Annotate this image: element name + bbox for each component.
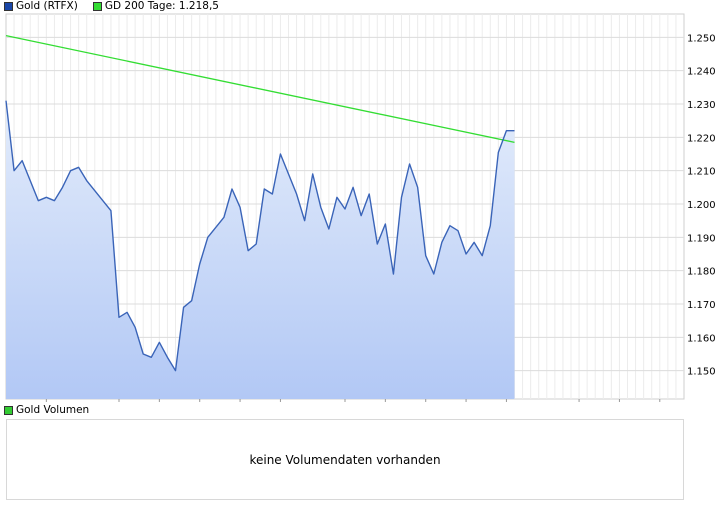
moving-average-swatch <box>92 1 102 11</box>
legend-item-moving-average: GD 200 Tage: 1.218,5 <box>92 0 219 12</box>
y-tick-label: 1.200 <box>687 200 716 211</box>
price-line <box>5 100 515 372</box>
y-tick-label: 1.160 <box>687 333 716 344</box>
gold-series-label: Gold (RTFX) <box>16 0 78 12</box>
x-tick-label: 01. <box>571 403 587 404</box>
x-tick-label: 12. <box>192 403 208 404</box>
y-tick-label: 1.180 <box>687 267 716 278</box>
y-tick-label: 1.210 <box>687 167 716 178</box>
x-tick-label: 20. <box>458 403 474 404</box>
x-tick-label: 08. <box>377 403 393 404</box>
price-legend: Gold (RTFX) GD 200 Tage: 1.218,5 <box>4 0 234 12</box>
x-tick-label: 14. <box>418 403 434 404</box>
x-tick-label: 18. <box>232 403 248 404</box>
volume-legend: Gold Volumen <box>4 404 104 416</box>
y-tick-label: 1.250 <box>687 33 716 44</box>
volume-legend-label: Gold Volumen <box>16 404 90 416</box>
legend-item-gold: Gold (RTFX) <box>4 0 78 12</box>
volume-panel: keine Volumendaten vorhanden <box>6 419 684 500</box>
x-tick-label: 24. <box>498 403 514 404</box>
y-tick-label: 1.220 <box>687 133 716 144</box>
moving-average-line <box>5 35 515 143</box>
price-chart: 1.150 1.160 1.170 1.180 1.190 1.200 1.210 1.220… <box>5 13 716 404</box>
x-tick-label: 06. <box>151 403 167 404</box>
gold-series-swatch <box>4 1 13 11</box>
x-tick-label: 24. <box>272 403 288 404</box>
y-tick-label: 1.190 <box>687 233 716 244</box>
x-tick-label: 01. <box>337 403 353 404</box>
y-tick-label: 1.230 <box>687 100 716 111</box>
legend-item-volume: Gold Volumen <box>4 404 89 416</box>
y-tick-label: 1.150 <box>687 367 716 378</box>
x-tick-label: 13. <box>652 403 668 404</box>
volume-empty-message: keine Volumendaten vorhanden <box>249 452 441 467</box>
y-tick-label: 1.240 <box>687 67 716 78</box>
y-tick-label: 1.170 <box>687 300 716 311</box>
moving-average-label: GD 200 Tage: 1.218,5 <box>104 0 219 12</box>
x-tick-label: 02. <box>111 403 127 404</box>
x-tick-label: 20. <box>38 403 54 404</box>
volume-swatch <box>4 405 13 415</box>
x-tick-label: 07. <box>611 403 627 404</box>
